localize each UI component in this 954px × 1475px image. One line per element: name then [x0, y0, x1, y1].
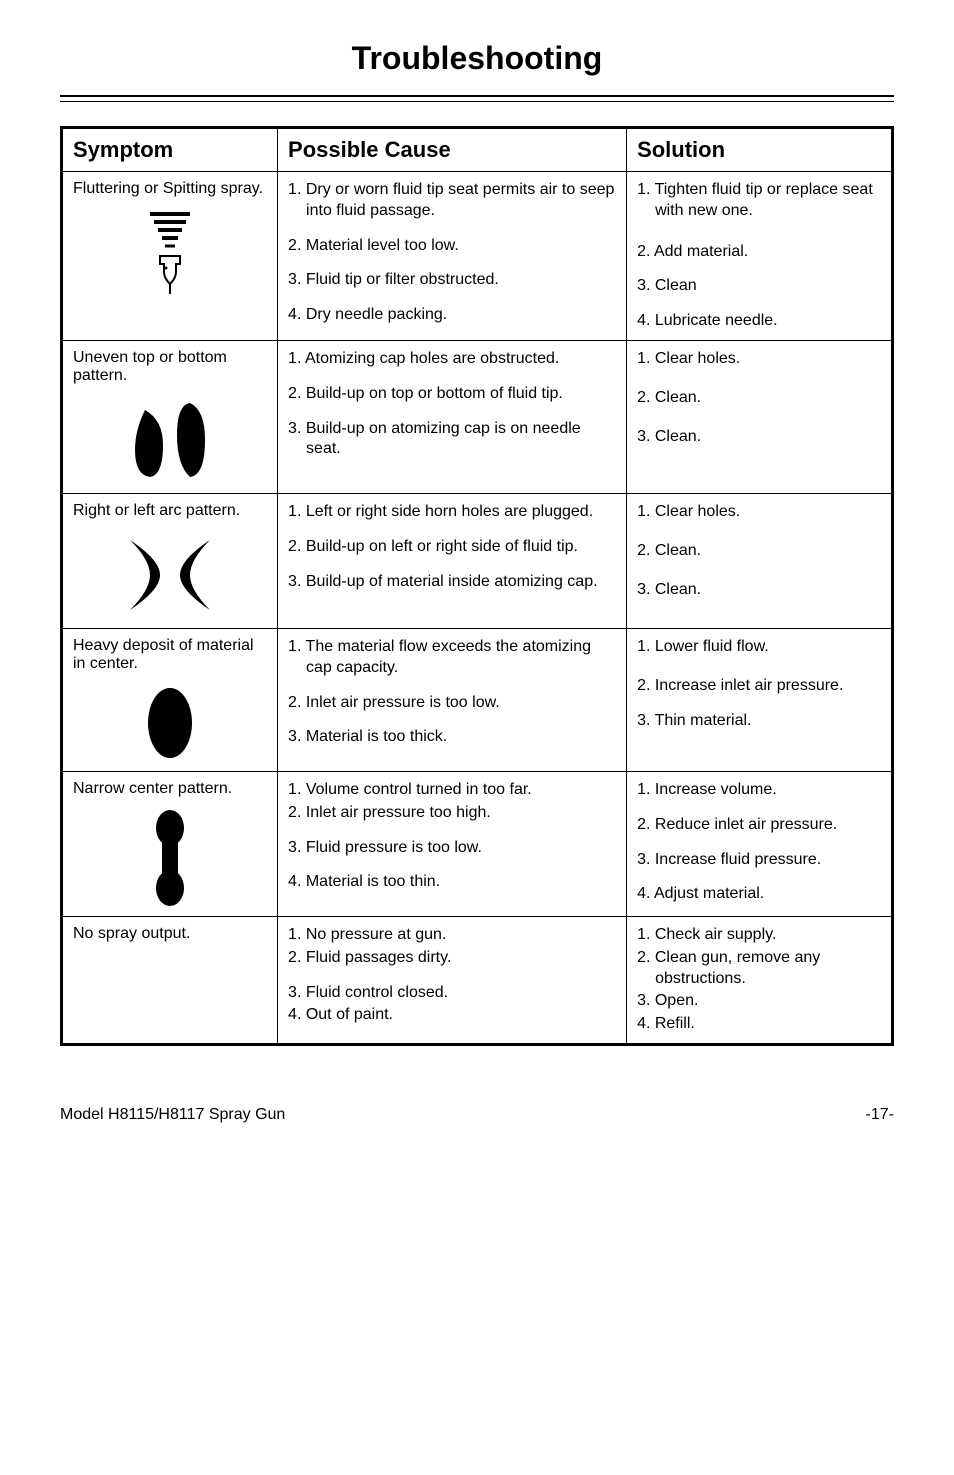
cause-item: 2. Inlet air pressure too high.	[288, 803, 616, 824]
table-row: No spray output. 1. No pressure at gun. …	[62, 916, 893, 1044]
symptom-cell: Fluttering or Spitting spray.	[62, 172, 278, 341]
cause-item: 1. No pressure at gun.	[288, 925, 616, 946]
table-row: Fluttering or Spitting spray.	[62, 172, 893, 341]
symptom-label: Right or left arc pattern.	[73, 502, 240, 519]
cause-item: 3. Fluid control closed.	[288, 983, 616, 1004]
cause-item: 4. Out of paint.	[288, 1005, 616, 1026]
solution-item: 1. Clear holes.	[637, 502, 881, 523]
page-title: Troubleshooting	[60, 40, 894, 77]
cause-item: 2. Build-up on left or right side of flu…	[288, 537, 616, 558]
symptom-label: Heavy deposit of material in center.	[73, 637, 254, 672]
symptom-label: Fluttering or Spitting spray.	[73, 180, 263, 197]
cause-item: 3. Material is too thick.	[288, 727, 616, 748]
uneven-pattern-icon	[73, 395, 267, 485]
narrow-pattern-icon	[73, 808, 267, 908]
page-footer: Model H8115/H8117 Spray Gun -17-	[60, 1106, 894, 1124]
solution-item: 1. Check air supply.	[637, 925, 881, 946]
table-row: Right or left arc pattern. 1. Left or ri…	[62, 493, 893, 628]
solution-item: 3. Clean.	[637, 580, 881, 601]
table-row: Narrow center pattern. 1. Volume control…	[62, 771, 893, 916]
cause-cell: 1. Volume control turned in too far. 2. …	[278, 771, 627, 916]
cause-cell: 1. Atomizing cap holes are obstructed. 2…	[278, 340, 627, 493]
solution-cell: 1. Clear holes. 2. Clean. 3. Clean.	[627, 340, 893, 493]
solution-cell: 1. Check air supply. 2. Clean gun, remov…	[627, 916, 893, 1044]
table-header-row: Symptom Possible Cause Solution	[62, 128, 893, 172]
cause-item: 2. Material level too low.	[288, 236, 616, 257]
footer-page-number: -17-	[866, 1106, 894, 1124]
symptom-cell: Heavy deposit of material in center.	[62, 628, 278, 771]
header-symptom: Symptom	[62, 128, 278, 172]
cause-item: 3. Build-up of material inside atomizing…	[288, 572, 616, 593]
solution-item: 3. Open.	[637, 991, 881, 1012]
cause-item: 1. Atomizing cap holes are obstructed.	[288, 349, 616, 370]
cause-cell: 1. Left or right side horn holes are plu…	[278, 493, 627, 628]
header-cause: Possible Cause	[278, 128, 627, 172]
cause-item: 3. Fluid tip or filter obstructed.	[288, 270, 616, 291]
symptom-cell: Narrow center pattern.	[62, 771, 278, 916]
cause-item: 1. The material flow exceeds the atomizi…	[288, 637, 616, 679]
solution-cell: 1. Tighten fluid tip or replace seat wit…	[627, 172, 893, 341]
solution-item: 1. Increase volume.	[637, 780, 881, 801]
solution-item: 3. Increase fluid pressure.	[637, 850, 881, 871]
solution-item: 2. Increase inlet air pressure.	[637, 676, 881, 697]
symptom-cell: No spray output.	[62, 916, 278, 1044]
heavy-deposit-icon	[73, 683, 267, 763]
table-row: Heavy deposit of material in center. 1. …	[62, 628, 893, 771]
cause-cell: 1. The material flow exceeds the atomizi…	[278, 628, 627, 771]
symptom-label: Narrow center pattern.	[73, 780, 232, 797]
solution-item: 3. Clean	[637, 276, 881, 297]
solution-item: 2. Reduce inlet air pressure.	[637, 815, 881, 836]
solution-item: 2. Add material.	[637, 242, 881, 263]
divider-thin	[60, 101, 894, 102]
cause-item: 1. Left or right side horn holes are plu…	[288, 502, 616, 523]
solution-cell: 1. Clear holes. 2. Clean. 3. Clean.	[627, 493, 893, 628]
solution-cell: 1. Lower fluid flow. 2. Increase inlet a…	[627, 628, 893, 771]
symptom-cell: Right or left arc pattern.	[62, 493, 278, 628]
cause-item: 3. Build-up on atomizing cap is on needl…	[288, 419, 616, 461]
fluttering-spray-icon	[73, 208, 267, 298]
solution-item: 4. Adjust material.	[637, 884, 881, 905]
arc-pattern-icon	[73, 530, 267, 620]
cause-item: 2. Fluid passages dirty.	[288, 948, 616, 969]
solution-item: 1. Tighten fluid tip or replace seat wit…	[637, 180, 881, 222]
cause-item: 4. Dry needle packing.	[288, 305, 616, 326]
cause-item: 1. Volume control turned in too far.	[288, 780, 616, 801]
symptom-label: Uneven top or bottom pattern.	[73, 349, 227, 384]
solution-item: 1. Clear holes.	[637, 349, 881, 370]
solution-item: 1. Lower fluid flow.	[637, 637, 881, 658]
solution-item: 3. Thin material.	[637, 711, 881, 732]
page-container: Troubleshooting Symptom Possible Cause S…	[0, 0, 954, 1154]
solution-item: 2. Clean.	[637, 388, 881, 409]
solution-item: 3. Clean.	[637, 427, 881, 448]
cause-item: 2. Inlet air pressure is too low.	[288, 693, 616, 714]
symptom-label: No spray output.	[73, 925, 190, 942]
table-row: Uneven top or bottom pattern. 1. Atomizi…	[62, 340, 893, 493]
cause-item: 2. Build-up on top or bottom of fluid ti…	[288, 384, 616, 405]
solution-cell: 1. Increase volume. 2. Reduce inlet air …	[627, 771, 893, 916]
cause-cell: 1. Dry or worn fluid tip seat permits ai…	[278, 172, 627, 341]
cause-item: 3. Fluid pressure is too low.	[288, 838, 616, 859]
solution-item: 2. Clean gun, remove any obstructions.	[637, 948, 881, 990]
symptom-cell: Uneven top or bottom pattern.	[62, 340, 278, 493]
header-solution: Solution	[627, 128, 893, 172]
cause-cell: 1. No pressure at gun. 2. Fluid passages…	[278, 916, 627, 1044]
cause-item: 1. Dry or worn fluid tip seat permits ai…	[288, 180, 616, 222]
solution-item: 4. Refill.	[637, 1014, 881, 1035]
footer-model: Model H8115/H8117 Spray Gun	[60, 1106, 285, 1124]
divider-thick	[60, 95, 894, 97]
solution-item: 2. Clean.	[637, 541, 881, 562]
cause-item: 4. Material is too thin.	[288, 872, 616, 893]
troubleshooting-table: Symptom Possible Cause Solution Flutteri…	[60, 126, 894, 1046]
solution-item: 4. Lubricate needle.	[637, 311, 881, 332]
